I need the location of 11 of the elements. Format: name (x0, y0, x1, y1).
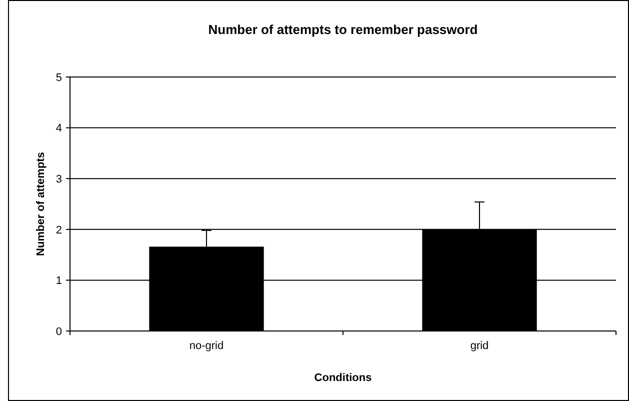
y-tick-label: 2 (56, 224, 62, 236)
y-tick-label: 3 (56, 173, 62, 186)
x-tick-label: no-grid (189, 340, 224, 352)
y-tick-label: 4 (56, 122, 62, 135)
y-tick-label: 0 (56, 326, 62, 338)
chart-title: Number of attempts to remember password (208, 22, 478, 37)
y-axis-title: Number of attempts (35, 152, 47, 256)
x-axis-title: Conditions (314, 372, 372, 384)
y-tick-label: 5 (56, 72, 62, 84)
x-tick-label: grid (470, 340, 489, 352)
y-tick-label: 1 (56, 275, 62, 288)
